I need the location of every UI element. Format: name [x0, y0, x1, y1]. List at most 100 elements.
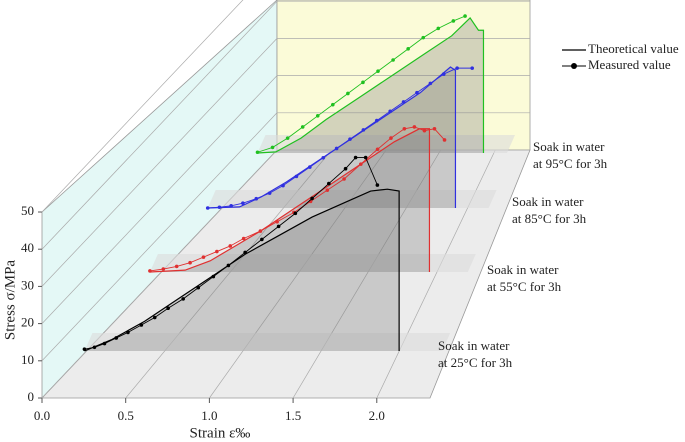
x-tick-label: 0.0	[34, 408, 50, 423]
series-label: at 95°C for 3h	[533, 156, 608, 171]
measured-point	[325, 188, 330, 192]
measured-point	[270, 145, 275, 150]
measured-point	[321, 155, 326, 160]
grid-line	[41, 112, 278, 362]
y-tick-label: 10	[21, 352, 34, 367]
measured-point	[334, 146, 339, 151]
measured-point	[432, 126, 437, 131]
measured-point	[285, 136, 290, 140]
measured-point	[226, 263, 231, 268]
measured-point	[374, 118, 379, 123]
measured-point	[343, 166, 348, 171]
x-axis-label: Strain ε‰	[190, 425, 251, 441]
measured-point	[375, 147, 380, 152]
measured-point	[181, 297, 185, 301]
plane-floor	[257, 135, 515, 153]
measured-point	[455, 66, 459, 70]
series-label: Soak in water	[438, 338, 510, 353]
measured-point	[139, 323, 144, 327]
measured-point	[294, 174, 299, 179]
grid-line	[41, 0, 244, 213]
measured-point	[300, 125, 305, 129]
measured-point	[342, 177, 346, 181]
y-tick-label: 20	[21, 315, 34, 330]
measured-point	[442, 138, 447, 142]
measured-point	[441, 72, 446, 76]
measured-point	[327, 181, 331, 186]
measured-point	[161, 267, 166, 271]
measured-point	[422, 128, 427, 133]
theoretical-line	[84, 188, 400, 352]
measured-point	[260, 237, 264, 242]
measured-point	[315, 114, 320, 118]
measured-point	[436, 26, 441, 31]
plane-floor	[84, 333, 451, 351]
series-label: Soak in water	[487, 262, 559, 277]
measured-point	[361, 128, 366, 132]
grid-line	[41, 38, 278, 287]
measured-point	[389, 136, 393, 140]
legend-swatch	[571, 63, 577, 69]
measured-point	[82, 347, 87, 351]
measured-point	[281, 183, 285, 188]
measured-point	[215, 249, 219, 254]
y-axis-label: Stress σ/MPa	[2, 260, 18, 341]
measured-point	[114, 336, 119, 340]
measured-point	[174, 264, 179, 269]
x-tick-label: 1.0	[201, 408, 217, 423]
measured-point	[258, 229, 263, 233]
measured-point	[211, 274, 216, 279]
series-label: at 85°C for 3h	[512, 211, 587, 226]
measured-point	[243, 250, 247, 255]
measured-point	[376, 69, 380, 73]
grid-line	[41, 75, 278, 324]
measured-line	[84, 157, 378, 350]
measured-point	[346, 91, 350, 96]
measured-point	[348, 137, 352, 141]
measured-point	[217, 205, 222, 210]
measured-point	[421, 35, 426, 40]
measured-point	[275, 219, 279, 224]
measured-point	[463, 14, 467, 18]
measured-point	[201, 255, 206, 259]
measured-point	[92, 345, 97, 350]
theoretical-line	[257, 17, 485, 154]
y-tick-label: 40	[21, 240, 34, 255]
measured-point	[361, 80, 365, 85]
measured-point	[359, 162, 363, 166]
measured-point	[331, 102, 335, 107]
measured-point	[276, 224, 281, 229]
measured-point	[254, 196, 259, 201]
measured-point	[166, 306, 170, 311]
theoretical-area	[207, 67, 456, 209]
measured-point	[415, 90, 419, 95]
measured-point	[401, 100, 406, 104]
measured-point	[267, 191, 272, 195]
measured-point	[241, 236, 246, 241]
measured-point	[229, 203, 233, 208]
y-tick-label: 50	[21, 203, 34, 218]
measured-point	[228, 244, 233, 248]
measured-point	[293, 211, 298, 216]
measured-point	[310, 196, 314, 201]
measured-point	[255, 150, 260, 155]
measured-point	[126, 330, 130, 335]
theoretical-area	[257, 17, 484, 153]
series-label: Soak in water	[533, 139, 605, 154]
measured-point	[402, 126, 407, 131]
series-label: Soak in water	[512, 194, 584, 209]
y-tick-label: 0	[28, 389, 35, 404]
series-label: at 55°C for 3h	[487, 279, 562, 294]
measured-point	[391, 58, 395, 62]
measured-point	[353, 155, 358, 160]
measured-point	[375, 183, 380, 187]
legend-label: Theoretical value	[588, 41, 679, 56]
measured-point	[451, 19, 456, 23]
labels: 0 10 20 30 40 50 0.0 0.5 1.0 1.5 2.0 Soak in water a…	[21, 41, 679, 423]
plot-area	[82, 14, 515, 352]
measured-point	[363, 155, 368, 160]
theoretical-area	[149, 128, 430, 272]
series-label: at 25°C for 3h	[438, 355, 513, 370]
